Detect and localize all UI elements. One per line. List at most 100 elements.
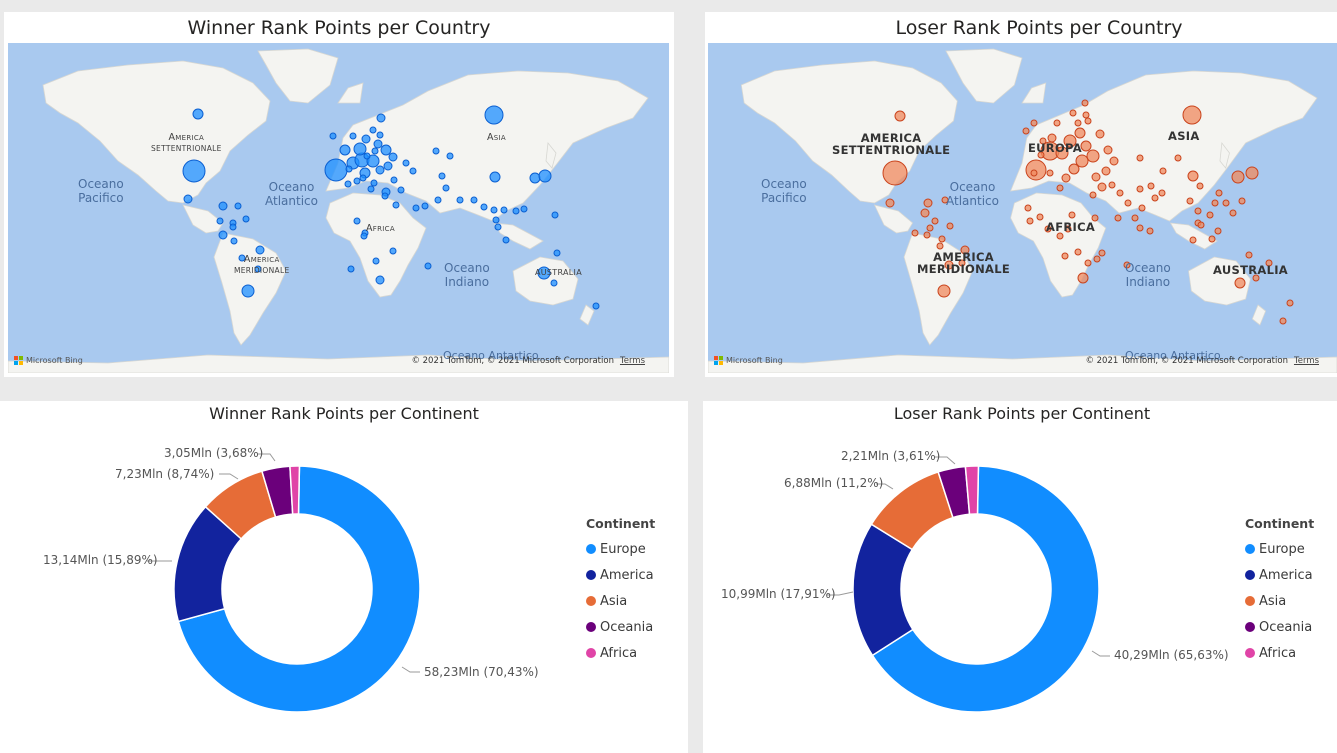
- country-bubble[interactable]: [520, 205, 528, 213]
- country-bubble[interactable]: [390, 176, 398, 184]
- country-bubble[interactable]: [931, 217, 939, 225]
- country-bubble[interactable]: [369, 126, 377, 134]
- country-bubble[interactable]: [359, 174, 367, 182]
- country-bubble[interactable]: [380, 144, 392, 156]
- country-bubble[interactable]: [1182, 105, 1202, 125]
- country-bubble[interactable]: [234, 202, 242, 210]
- country-bubble[interactable]: [1046, 169, 1054, 177]
- country-bubble[interactable]: [1084, 259, 1092, 267]
- country-bubble[interactable]: [1056, 184, 1064, 192]
- country-bubble[interactable]: [882, 160, 908, 186]
- country-bubble[interactable]: [1091, 172, 1101, 182]
- country-bubble[interactable]: [432, 147, 440, 155]
- country-bubble[interactable]: [1077, 272, 1089, 284]
- country-bubble[interactable]: [1098, 249, 1106, 257]
- country-bubble[interactable]: [1222, 199, 1230, 207]
- country-bubble[interactable]: [1196, 182, 1204, 190]
- country-bubble[interactable]: [920, 208, 930, 218]
- country-bubble[interactable]: [1131, 214, 1139, 222]
- country-bubble[interactable]: [255, 245, 265, 255]
- legend-item-oceania[interactable]: Oceania: [586, 614, 655, 640]
- country-bubble[interactable]: [1286, 299, 1294, 307]
- country-bubble[interactable]: [1229, 209, 1237, 217]
- country-bubble[interactable]: [1136, 224, 1144, 232]
- country-bubble[interactable]: [1238, 197, 1246, 205]
- country-bubble[interactable]: [470, 196, 478, 204]
- country-bubble[interactable]: [1136, 154, 1144, 162]
- country-bubble[interactable]: [1124, 199, 1132, 207]
- legend-item-asia[interactable]: Asia: [586, 588, 655, 614]
- country-bubble[interactable]: [344, 180, 352, 188]
- country-bubble[interactable]: [442, 184, 450, 192]
- terms-link[interactable]: Terms: [1293, 356, 1319, 366]
- country-bubble[interactable]: [1074, 248, 1082, 256]
- legend-item-america[interactable]: America: [1245, 562, 1314, 588]
- loser-map[interactable]: Oceano Pacifico Oceano Atlantico Oceano Ind…: [708, 43, 1337, 373]
- country-bubble[interactable]: [885, 198, 895, 208]
- country-bubble[interactable]: [551, 211, 559, 219]
- country-bubble[interactable]: [538, 169, 552, 183]
- country-bubble[interactable]: [1055, 146, 1069, 160]
- country-bubble[interactable]: [1214, 227, 1222, 235]
- country-bubble[interactable]: [1044, 225, 1052, 233]
- country-bubble[interactable]: [1074, 119, 1082, 127]
- country-bubble[interactable]: [1101, 166, 1111, 176]
- country-bubble[interactable]: [370, 179, 378, 187]
- country-bubble[interactable]: [1063, 134, 1077, 148]
- country-bubble[interactable]: [373, 139, 383, 149]
- country-bubble[interactable]: [376, 131, 384, 139]
- country-bubble[interactable]: [230, 237, 238, 245]
- terms-link[interactable]: Terms: [619, 356, 645, 366]
- country-bubble[interactable]: [490, 206, 498, 214]
- country-bubble[interactable]: [434, 196, 442, 204]
- country-bubble[interactable]: [456, 196, 464, 204]
- country-bubble[interactable]: [182, 159, 206, 183]
- country-bubble[interactable]: [324, 158, 348, 182]
- legend-item-europe[interactable]: Europe: [586, 536, 655, 562]
- country-bubble[interactable]: [923, 198, 933, 208]
- country-bubble[interactable]: [1146, 227, 1154, 235]
- donut-slice-africa[interactable]: [289, 465, 301, 515]
- country-bubble[interactable]: [1159, 167, 1167, 175]
- country-bubble[interactable]: [936, 242, 944, 250]
- country-bubble[interactable]: [1197, 221, 1205, 229]
- country-bubble[interactable]: [923, 231, 931, 239]
- donut-slice-europe[interactable]: [177, 465, 421, 713]
- country-bubble[interactable]: [500, 206, 508, 214]
- country-bubble[interactable]: [592, 302, 600, 310]
- country-bubble[interactable]: [1075, 154, 1089, 168]
- country-bubble[interactable]: [1158, 189, 1166, 197]
- country-bubble[interactable]: [381, 192, 389, 200]
- country-bubble[interactable]: [958, 259, 966, 267]
- country-bubble[interactable]: [1093, 255, 1101, 263]
- country-bubble[interactable]: [1206, 211, 1214, 219]
- country-bubble[interactable]: [941, 196, 949, 204]
- country-bubble[interactable]: [502, 236, 510, 244]
- legend-item-america[interactable]: America: [586, 562, 655, 588]
- country-bubble[interactable]: [1151, 194, 1159, 202]
- country-bubble[interactable]: [183, 194, 193, 204]
- country-bubble[interactable]: [388, 152, 398, 162]
- country-bubble[interactable]: [1082, 111, 1090, 119]
- country-bubble[interactable]: [192, 108, 204, 120]
- country-bubble[interactable]: [375, 165, 385, 175]
- country-bubble[interactable]: [1061, 173, 1071, 183]
- legend-item-asia[interactable]: Asia: [1245, 588, 1314, 614]
- country-bubble[interactable]: [1109, 156, 1119, 166]
- country-bubble[interactable]: [446, 152, 454, 160]
- country-bubble[interactable]: [1097, 182, 1107, 192]
- country-bubble[interactable]: [484, 105, 504, 125]
- loser-map-canvas[interactable]: [708, 43, 1337, 373]
- country-bubble[interactable]: [366, 154, 380, 168]
- country-bubble[interactable]: [1174, 154, 1182, 162]
- country-bubble[interactable]: [1068, 211, 1076, 219]
- country-bubble[interactable]: [1189, 236, 1197, 244]
- country-bubble[interactable]: [937, 284, 951, 298]
- country-bubble[interactable]: [376, 113, 386, 123]
- country-bubble[interactable]: [512, 207, 520, 215]
- country-bubble[interactable]: [363, 152, 371, 160]
- country-bubble[interactable]: [537, 266, 551, 280]
- legend-item-africa[interactable]: Africa: [1245, 640, 1314, 666]
- country-bubble[interactable]: [1116, 189, 1124, 197]
- country-bubble[interactable]: [372, 257, 380, 265]
